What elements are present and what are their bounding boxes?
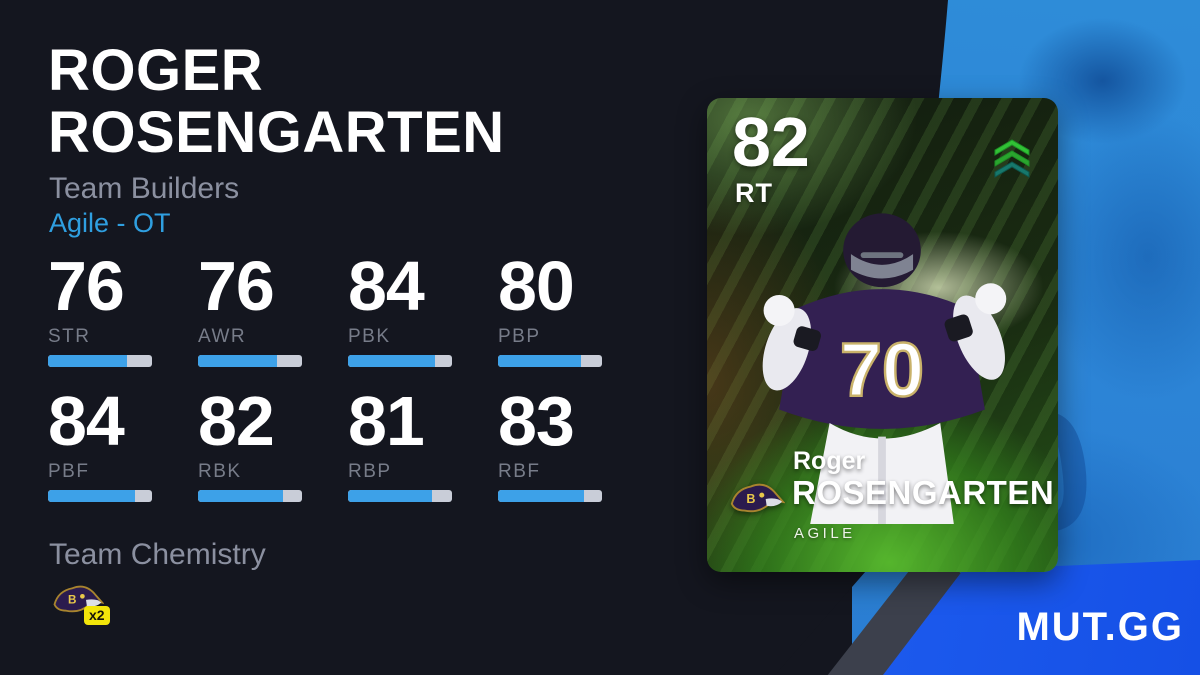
powerup-chevrons-icon [994,139,1030,178]
stat-bar [498,490,602,502]
player-last-name: ROSENGARTEN [48,100,505,165]
svg-text:B: B [68,594,76,607]
stat-str: 76 STR [48,250,198,385]
stat-label: PBF [48,461,90,482]
stat-value: 82 [198,382,275,460]
stat-awr: 76 AWR [198,250,348,385]
stat-bar [348,490,452,502]
stat-rbf: 83 RBF [498,385,648,520]
stat-label: RBF [498,461,541,482]
stat-label: STR [48,326,91,347]
stat-pbf: 84 PBF [48,385,198,520]
stat-pbk: 84 PBK [348,250,498,385]
stat-bar [198,355,302,367]
stat-rbp: 81 RBP [348,385,498,520]
page-title: ROGER ROSENGARTEN [48,40,505,164]
stat-label: AWR [198,326,247,347]
svg-text:70: 70 [840,328,924,413]
archetype-position: Agile - OT [49,208,171,238]
stat-value: 83 [498,382,575,460]
stat-value: 80 [498,247,575,325]
card-overall-rating: 82 [732,103,810,181]
chemistry-multiplier-badge: x2 [84,606,110,625]
stats-grid: 76 STR 76 AWR 84 PBK 80 PBP 84 PBF [48,250,648,520]
mutgg-logo: MUT.GG [1016,605,1184,649]
team-chemistry-item: B x2 [50,580,120,642]
player-card: 82 RT 70 B Roger [707,98,1058,572]
stat-label: PBP [498,326,541,347]
card-archetype: AGILE [794,525,856,542]
program-name: Team Builders [49,172,240,205]
stat-value: 76 [198,247,275,325]
stat-bar [48,490,152,502]
team-chemistry-heading: Team Chemistry [49,538,266,571]
stat-label: RBP [348,461,392,482]
stat-value: 84 [348,247,425,325]
stat-value: 84 [48,382,125,460]
svg-text:B: B [746,492,755,506]
stat-bar [348,355,452,367]
card-last-name: ROSENGARTEN [792,474,1055,511]
stat-bar [198,490,302,502]
stat-value: 76 [48,247,125,325]
card-first-name: Roger [793,447,866,475]
stat-pbp: 80 PBP [498,250,648,385]
stat-label: PBK [348,326,391,347]
stat-label: RBK [198,461,242,482]
stat-bar [48,355,152,367]
stat-bar [498,355,602,367]
player-first-name: ROGER [48,38,264,103]
stat-value: 81 [348,382,425,460]
stat-rbk: 82 RBK [198,385,348,520]
ravens-logo-icon: B [730,483,785,513]
